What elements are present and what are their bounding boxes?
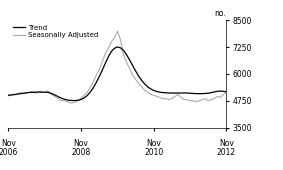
Text: Nov: Nov: [219, 139, 234, 148]
Text: 2008: 2008: [72, 148, 91, 157]
Text: 2010: 2010: [144, 148, 163, 157]
Text: Nov: Nov: [146, 139, 161, 148]
Text: no.: no.: [215, 9, 226, 18]
Text: Nov: Nov: [1, 139, 16, 148]
Legend: Trend, Seasonally Adjusted: Trend, Seasonally Adjusted: [12, 24, 99, 39]
Text: 2006: 2006: [0, 148, 18, 157]
Text: 2012: 2012: [217, 148, 236, 157]
Text: Nov: Nov: [74, 139, 89, 148]
